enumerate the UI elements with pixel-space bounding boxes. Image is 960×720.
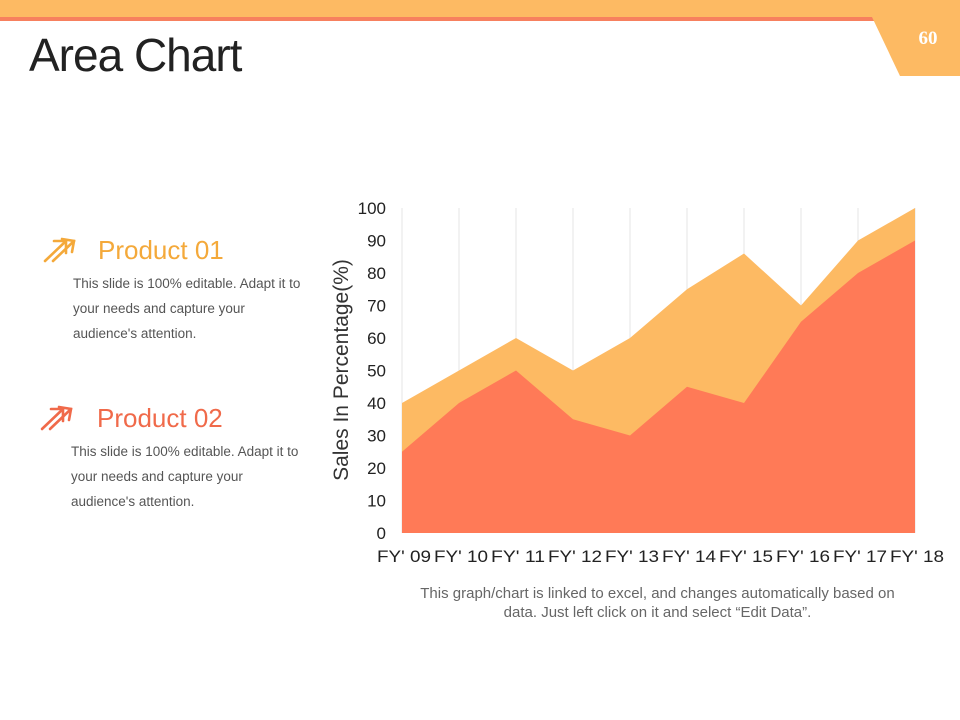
x-tick-label: FY' 11	[491, 547, 545, 566]
y-tick-label: 100	[358, 199, 386, 218]
y-tick-label: 60	[367, 329, 386, 348]
x-tick-label: FY' 18	[890, 547, 944, 566]
page-number: 60	[918, 28, 938, 49]
y-tick-label: 80	[367, 264, 386, 283]
header-accent-line	[0, 17, 905, 21]
y-tick-label: 90	[367, 232, 386, 251]
y-tick-label: 70	[367, 297, 386, 316]
y-tick-label: 30	[367, 427, 386, 446]
double-arrow-icon	[40, 405, 73, 431]
product-01-name: Product 01	[98, 235, 224, 265]
x-tick-label: FY' 12	[548, 547, 602, 566]
x-tick-label: FY' 13	[605, 547, 659, 566]
x-tick-label: FY' 17	[833, 547, 887, 566]
x-axis-ticks: FY' 09 FY' 10 FY' 11 FY' 12 FY' 13 FY' 14 FY' …	[377, 547, 944, 566]
x-tick-label: FY' 15	[719, 547, 773, 566]
x-tick-label: FY' 09	[377, 547, 431, 566]
y-tick-label: 0	[377, 524, 386, 543]
chart-caption: This graph/chart is linked to excel, and…	[420, 585, 895, 621]
product-02-description: This slide is 100% editable. Adapt it to…	[71, 444, 299, 509]
header-bar	[0, 0, 960, 17]
y-tick-label: 10	[367, 492, 386, 511]
product-02-name: Product 02	[97, 403, 223, 433]
page-title: Area Chart	[29, 29, 242, 81]
y-axis-ticks: 0 10 20 30 40 50 60 70 80 90 100	[358, 199, 386, 543]
page-number-tab	[872, 17, 960, 76]
y-axis-label: Sales In Percentage(%)	[330, 259, 353, 481]
area-series-2	[402, 240, 915, 533]
x-tick-label: FY' 14	[662, 547, 716, 566]
x-tick-label: FY' 10	[434, 547, 488, 566]
product-01-description: This slide is 100% editable. Adapt it to…	[73, 276, 301, 341]
chart-areas	[402, 208, 915, 533]
y-tick-label: 40	[367, 394, 386, 413]
y-tick-label: 20	[367, 459, 386, 478]
y-tick-label: 50	[367, 362, 386, 381]
double-arrow-icon	[43, 237, 76, 263]
x-tick-label: FY' 16	[776, 547, 830, 566]
